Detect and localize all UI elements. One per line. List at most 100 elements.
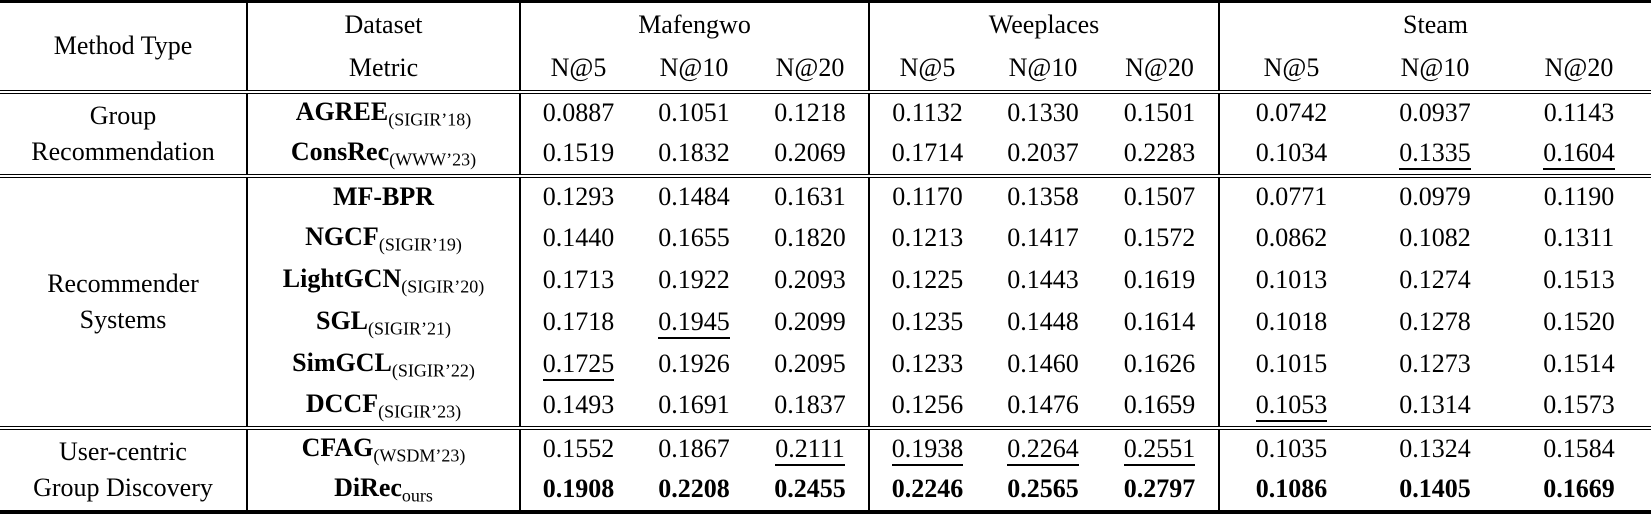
metric-value: 0.1314 [1399, 390, 1471, 420]
method-venue: (SIGIR’20) [401, 276, 485, 297]
value-cell: 0.1926 [636, 344, 752, 386]
method-type-line: User-centric [59, 437, 187, 467]
value-cell: 0.2208 [636, 470, 752, 512]
metric-value: 0.1513 [1543, 265, 1615, 295]
metric-value: 0.1051 [658, 98, 730, 128]
method-name-cell: CFAG(WSDM’23) [247, 425, 521, 470]
metric-value: 0.1837 [774, 390, 846, 420]
method-venue: (SIGIR’19) [378, 234, 462, 255]
metric-value: 0.1324 [1399, 434, 1471, 464]
metric-value: 0.1945 [658, 308, 730, 339]
value-cell: 0.2111 [752, 425, 871, 470]
value-cell: 0.1669 [1507, 470, 1651, 512]
method-name: LightGCN [282, 264, 402, 294]
value-cell: 0.1034 [1219, 134, 1363, 176]
value-cell: 0.1867 [636, 425, 752, 470]
metric-value: 0.2111 [775, 435, 845, 466]
method-venue: (SIGIR’18) [388, 109, 472, 130]
value-cell: 0.1013 [1219, 260, 1363, 302]
metric-value: 0.1213 [891, 223, 964, 253]
value-cell: 0.1015 [1219, 344, 1363, 386]
value-cell: 0.1713 [520, 260, 636, 302]
metric-value: 0.1293 [542, 182, 615, 212]
metric-value: 0.1035 [1255, 434, 1328, 464]
method-venue: (SIGIR’23) [378, 401, 462, 422]
metric-value: 0.1274 [1399, 265, 1471, 295]
results-table: Method Type Dataset Mafengwo Weeplaces S… [0, 0, 1651, 514]
metric-value: 0.1572 [1123, 223, 1196, 253]
value-cell: 0.1330 [985, 89, 1102, 134]
value-cell: 0.1493 [520, 386, 636, 428]
value-cell: 0.1614 [1101, 301, 1221, 344]
metric-value: 0.1330 [1007, 98, 1079, 128]
metric-value: 0.1143 [1543, 98, 1615, 128]
metric-value: 0.0771 [1255, 182, 1328, 212]
method-type-line: Recommendation [31, 136, 215, 166]
method-name-cell: LightGCN(SIGIR’20) [247, 259, 521, 302]
header-dataset-label: Dataset [247, 1, 521, 47]
value-cell: 0.1659 [1101, 385, 1221, 428]
value-cell: 0.1233 [869, 344, 985, 386]
metric-value: 0.1233 [891, 349, 964, 379]
value-cell: 0.1086 [1219, 470, 1363, 512]
value-cell: 0.1691 [636, 386, 752, 428]
metric-value: 0.1132 [892, 98, 963, 128]
value-cell: 0.1358 [985, 173, 1102, 218]
table-row: Recommender Systems MF-BPR 0.1293 0.1484 0.16… [0, 173, 1651, 428]
metric-value: 0.2099 [774, 307, 846, 337]
metric-value: 0.1714 [891, 138, 964, 168]
value-cell: 0.1820 [752, 217, 871, 260]
metric-value: 0.1225 [891, 265, 964, 295]
metric-value: 0.1713 [542, 265, 615, 295]
method-type-line: Systems [79, 304, 167, 334]
value-cell: 0.2246 [869, 470, 985, 512]
table-header: Method Type Dataset Mafengwo Weeplaces S… [0, 1, 1651, 94]
value-cell: 0.0887 [520, 89, 636, 134]
metric-value: 0.1725 [542, 350, 615, 381]
value-cell: 0.1335 [1363, 134, 1507, 176]
value-cell: 0.1190 [1507, 173, 1651, 218]
value-cell: 0.1324 [1363, 425, 1508, 470]
header-metric: N@5 [869, 46, 986, 94]
method-name-cell: DCCF(SIGIR’23) [247, 385, 521, 428]
value-cell: 0.1448 [985, 302, 1101, 344]
value-cell: 0.1274 [1363, 260, 1507, 302]
value-cell: 0.1725 [520, 344, 636, 386]
value-cell: 0.1018 [1219, 302, 1363, 344]
value-cell: 0.1573 [1507, 386, 1651, 428]
method-venue: (WSDM’23) [373, 445, 466, 466]
table-row: Group Recommendation AGREE(SIGIR’18) 0.0887… [0, 89, 1651, 176]
value-cell: 0.1293 [520, 173, 636, 218]
metric-value: 0.1256 [891, 390, 964, 420]
metric-value: 0.1358 [1007, 182, 1079, 212]
value-cell: 0.2093 [752, 259, 871, 302]
value-cell: 0.1714 [869, 134, 985, 176]
value-cell: 0.1082 [1363, 218, 1507, 260]
metric-value: 0.2093 [774, 265, 846, 295]
metric-value: 0.1235 [891, 307, 964, 337]
value-cell: 0.1604 [1507, 134, 1651, 176]
value-cell: 0.1519 [520, 134, 636, 176]
value-cell: 0.1584 [1507, 425, 1651, 470]
method-type-line: Group [89, 101, 157, 131]
metric-value: 0.1278 [1399, 307, 1471, 337]
value-cell: 0.1718 [520, 302, 636, 344]
value-cell: 0.0742 [1219, 89, 1364, 134]
table-row: DCCF(SIGIR’23) 0.1493 0.1691 0.1837 0.1256 0.… [0, 385, 1651, 428]
metric-value: 0.1507 [1123, 182, 1196, 212]
method-name-cell: ConsRec(WWW’23) [247, 133, 521, 176]
value-cell: 0.1922 [636, 260, 752, 302]
value-cell: 0.1501 [1101, 89, 1221, 134]
header-metric: N@20 [1507, 46, 1651, 94]
metric-value: 0.1669 [1543, 474, 1615, 504]
metric-value: 0.1460 [1007, 349, 1079, 379]
header-group-steam: Steam [1403, 9, 1469, 39]
value-cell: 0.2455 [752, 469, 871, 512]
metric-value: 0.1573 [1543, 390, 1615, 420]
method-name: NGCF [305, 222, 379, 252]
header-method-type: Method Type [0, 1, 248, 92]
method-name: SimGCL [292, 348, 392, 378]
value-cell: 0.1443 [985, 260, 1101, 302]
value-cell: 0.1908 [520, 470, 636, 512]
